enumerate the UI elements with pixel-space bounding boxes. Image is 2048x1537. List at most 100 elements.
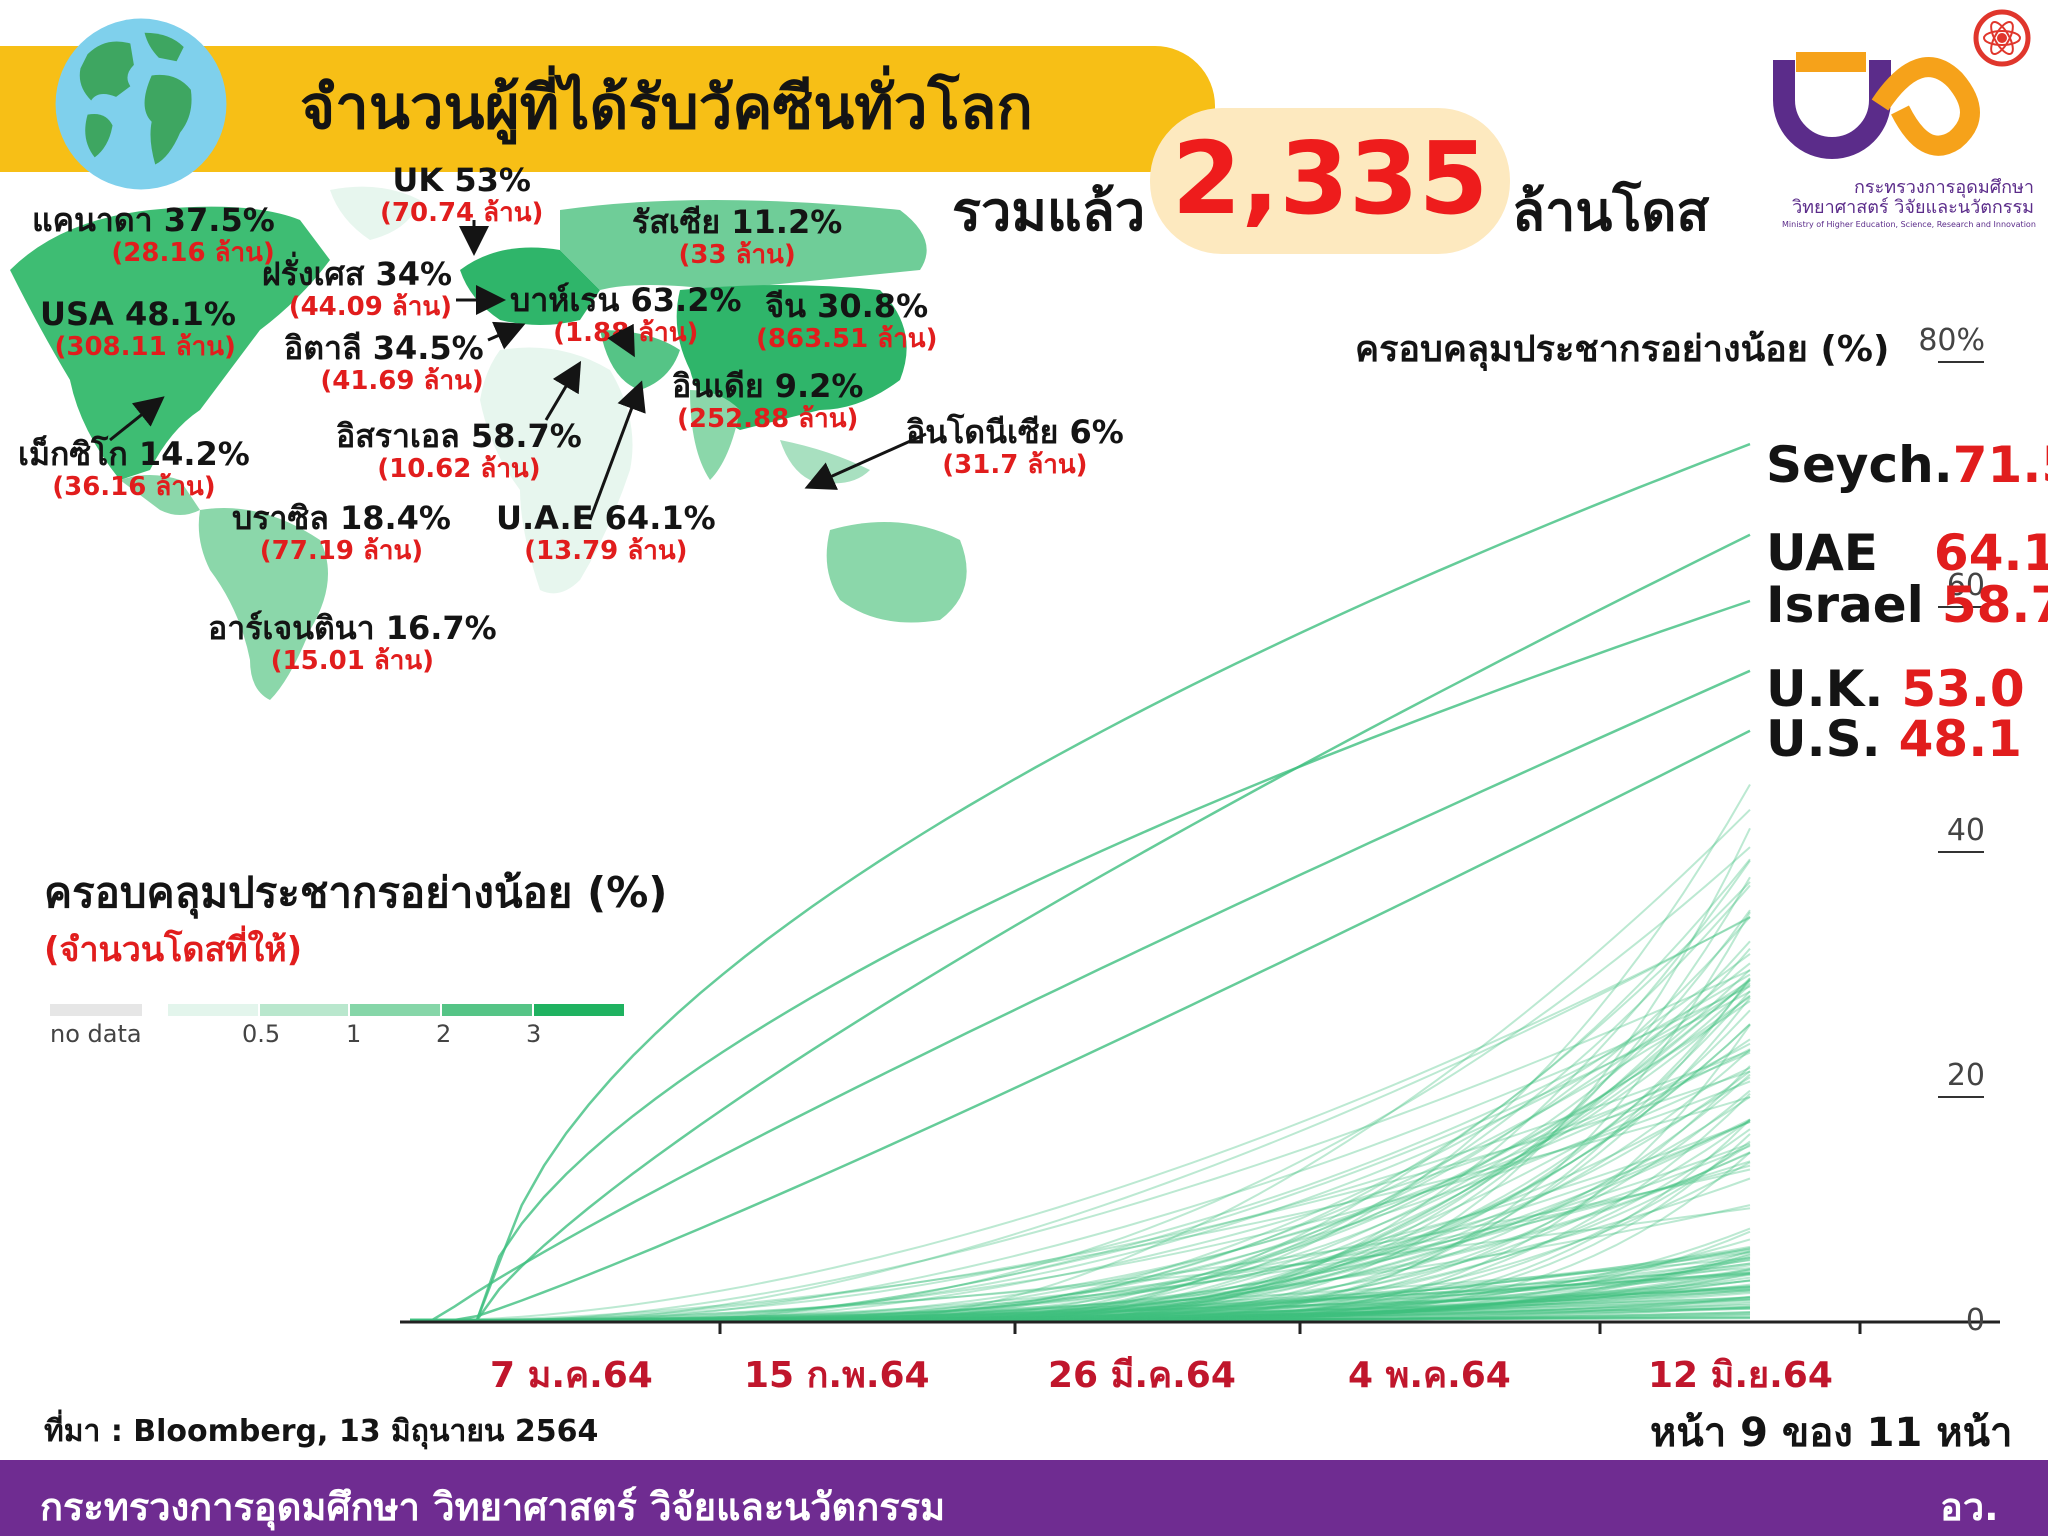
series-line: [410, 1296, 1751, 1321]
series-line: [410, 1307, 1751, 1321]
country-doses: (70.74 ล้าน): [380, 198, 544, 228]
series-line: [410, 1312, 1751, 1321]
highlight-value: 48.1: [1898, 710, 2022, 768]
series-line: [410, 1092, 1751, 1321]
legend-swatch: [350, 1004, 440, 1016]
series-line: [410, 1273, 1751, 1321]
legend-tick: 0.5: [242, 1020, 281, 1048]
series-line: [410, 990, 1751, 1321]
series-line: [410, 940, 1751, 1321]
series-line: [410, 1306, 1751, 1321]
country-doses: (44.09 ล้าน): [288, 292, 453, 322]
series-line: [410, 909, 1751, 1321]
series-line: [410, 1118, 1751, 1321]
highlight-series-line: [410, 533, 1751, 1322]
series-line: [410, 1317, 1751, 1321]
series-line: [410, 1145, 1751, 1321]
country-name: บาห์เรน 63.2%: [510, 281, 742, 319]
country-name: เม็กซิโก 14.2%: [18, 435, 250, 473]
country-name: อินโดนีเซีย 6%: [906, 413, 1124, 451]
series-line: [410, 911, 1751, 1321]
highlight-series-line: [410, 669, 1751, 1322]
series-line: [410, 1264, 1751, 1321]
series-line: [410, 1276, 1751, 1321]
highlight-israel: Israel 58.7: [1766, 578, 2048, 632]
ministry-logo: [1773, 9, 2031, 159]
series-line: [410, 1273, 1751, 1321]
series-line: [410, 783, 1751, 1321]
series-line: [410, 1133, 1751, 1321]
country-label-canada: แคนาดา 37.5% (28.16 ล้าน): [32, 202, 275, 268]
total-suffix: ล้านโดส: [1512, 180, 1710, 243]
map-australia: [826, 522, 967, 623]
country-name: USA 48.1%: [40, 295, 236, 333]
series-line: [410, 876, 1751, 1321]
logo-ministry-line1: กระทรวงการอุดมศึกษา: [1854, 177, 2034, 198]
country-name: อาร์เจนตินา 16.7%: [208, 609, 497, 647]
series-line: [410, 1271, 1751, 1321]
series-line: [410, 1317, 1751, 1321]
country-label-russia: รัสเซีย 11.2% (33 ล้าน): [632, 204, 842, 270]
series-line: [410, 1252, 1751, 1321]
series-line: [410, 1023, 1751, 1321]
series-line: [410, 1283, 1751, 1321]
series-line: [410, 1168, 1751, 1321]
series-line: [410, 982, 1751, 1321]
series-line: [410, 1066, 1751, 1321]
country-label-uk: UK 53% (70.74 ล้าน): [380, 162, 543, 228]
series-line: [410, 1307, 1751, 1321]
series-line: [410, 1251, 1751, 1321]
country-label-mexico: เม็กซิโก 14.2% (36.16 ล้าน): [18, 436, 250, 502]
series-line: [410, 1245, 1751, 1321]
series-line: [410, 995, 1751, 1321]
series-line: [410, 1118, 1751, 1321]
series-line: [410, 1096, 1751, 1321]
series-line: [410, 1142, 1751, 1321]
series-line: [410, 1305, 1751, 1321]
series-line: [410, 968, 1751, 1321]
x-tick-label: 12 มิ.ย.64: [1648, 1355, 1833, 1396]
series-line: [410, 1009, 1751, 1321]
source-note: ที่มา : Bloomberg, 13 มิถุนายน 2564: [44, 1414, 599, 1449]
country-doses: (33 ล้าน): [678, 240, 796, 270]
series-line: [410, 984, 1751, 1321]
country-label-israel: อิสราเอล 58.7% (10.62 ล้าน): [336, 418, 582, 484]
country-name: อิสราเอล 58.7%: [336, 417, 582, 455]
world-map: [10, 186, 967, 700]
series-line: [410, 1042, 1751, 1321]
series-line: [410, 977, 1751, 1321]
series-line: [410, 1292, 1751, 1321]
country-name: ฝรั่งเศส 34%: [262, 255, 453, 293]
series-line: [410, 1268, 1751, 1321]
series-line: [410, 1076, 1751, 1321]
x-tick-label: 4 พ.ค.64: [1348, 1355, 1511, 1396]
country-doses: (77.19 ล้าน): [259, 536, 424, 566]
series-line: [410, 1247, 1751, 1321]
series-line: [410, 1298, 1751, 1321]
series-line: [410, 1288, 1751, 1321]
series-line: [410, 1272, 1751, 1321]
series-line: [410, 1152, 1751, 1321]
series-line: [410, 1314, 1751, 1321]
series-line: [410, 1230, 1751, 1321]
series-line: [410, 1269, 1751, 1321]
logo-ministry-name: กระทรวงการอุดมศึกษา วิทยาศาสตร์ วิจัยและ…: [1782, 178, 2034, 218]
legend-label-no-data: no data: [50, 1020, 142, 1048]
country-doses: (15.01 ล้าน): [270, 646, 435, 676]
series-line: [410, 1311, 1751, 1321]
series-line: [410, 1313, 1751, 1321]
series-line: [410, 1298, 1751, 1321]
series-line: [410, 1023, 1751, 1321]
series-line: [410, 1143, 1751, 1321]
country-label-brazil: บราซิล 18.4% (77.19 ล้าน): [232, 500, 451, 566]
series-line: [410, 1298, 1751, 1321]
series-line: [410, 1051, 1751, 1321]
page-title: จำนวนผู้ที่ได้รับวัคซีนทั่วโลก: [300, 73, 1033, 143]
series-line: [410, 1311, 1751, 1321]
country-doses: (863.51 ล้าน): [756, 324, 938, 354]
country-label-india: อินเดีย 9.2% (252.88 ล้าน): [672, 368, 863, 434]
series-line: [410, 915, 1751, 1321]
map-russia: [560, 200, 927, 290]
series-line: [410, 1302, 1751, 1321]
series-line: [410, 979, 1751, 1321]
